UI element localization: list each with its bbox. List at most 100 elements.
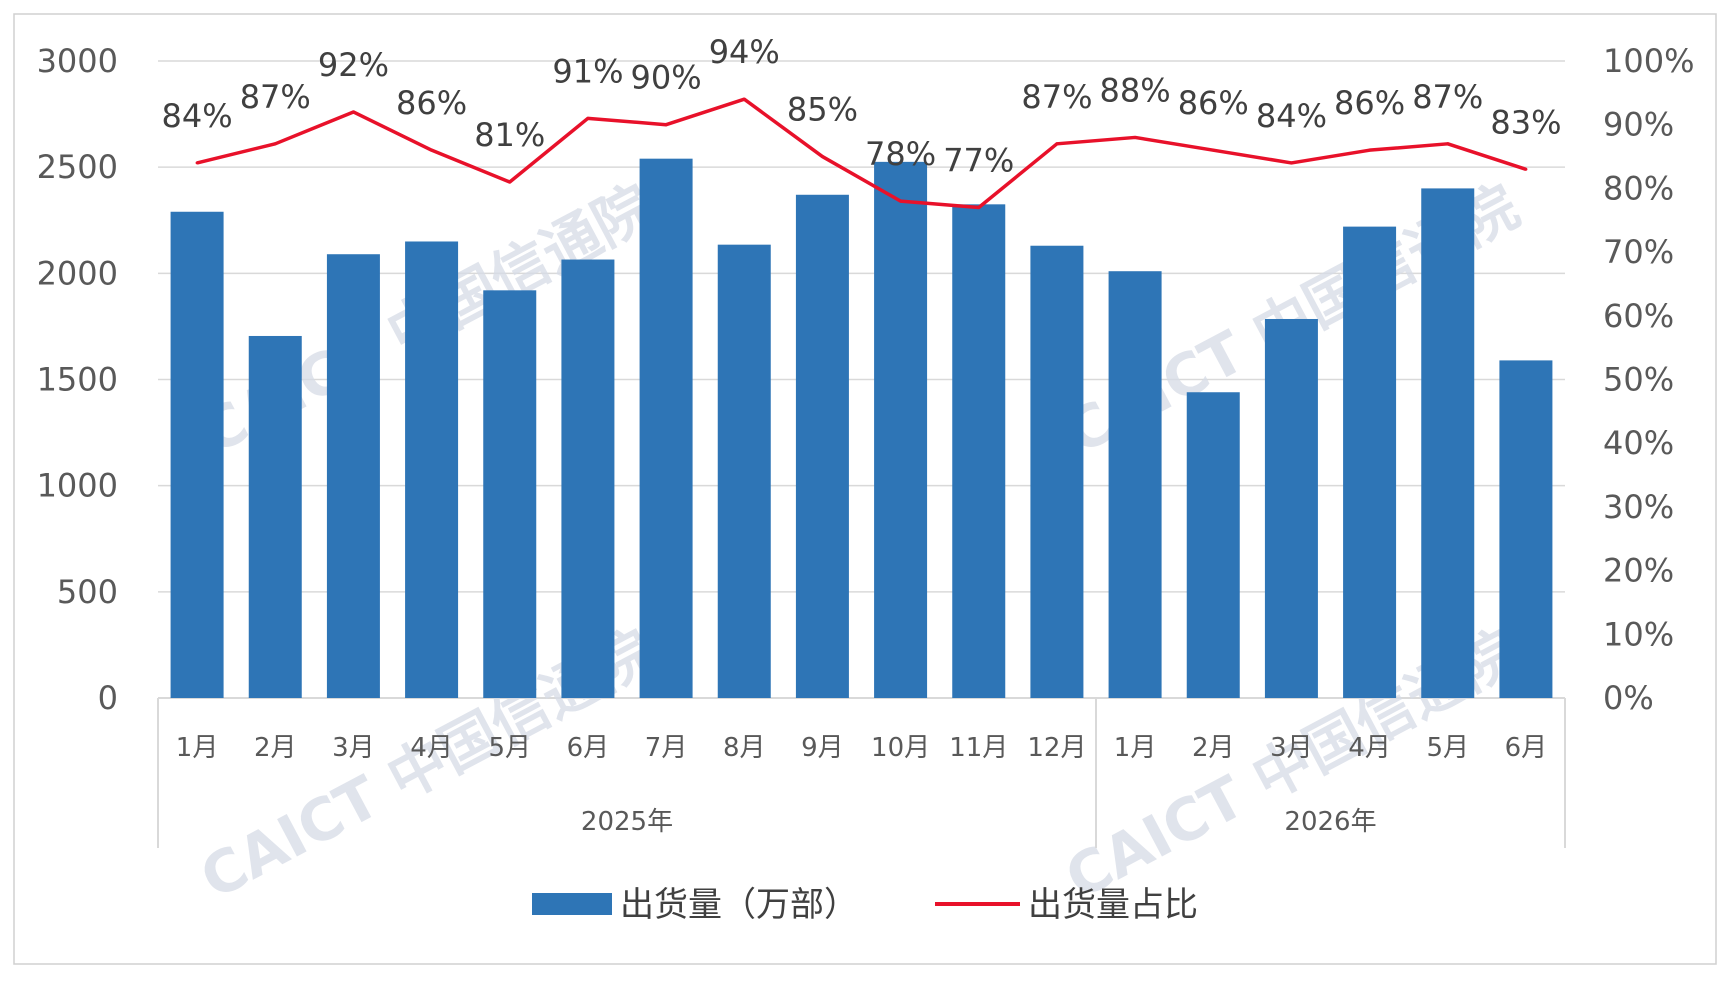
percent-label: 87% (1021, 78, 1092, 116)
bar (1264, 318, 1318, 698)
y-right-tick-label: 100% (1603, 42, 1694, 80)
x-tick-label: 6月 (1505, 733, 1548, 763)
bar (1186, 392, 1240, 698)
line-point (1524, 167, 1528, 171)
x-tick-label: 11月 (949, 733, 1008, 763)
legend-line-label: 出货量占比 (1028, 885, 1198, 925)
bar (717, 244, 771, 698)
bar (1499, 360, 1553, 698)
percent-label: 86% (1334, 84, 1405, 122)
bar (795, 194, 849, 698)
bar (1108, 271, 1162, 698)
bar (874, 161, 928, 698)
line-point (273, 142, 277, 146)
bar (483, 290, 537, 698)
percent-label: 84% (1256, 97, 1327, 135)
percent-label: 91% (552, 52, 623, 90)
y-right-tick-label: 0% (1603, 679, 1654, 717)
share-line (196, 97, 1527, 210)
y-right-tick-label: 20% (1603, 552, 1674, 590)
percent-label: 87% (1412, 78, 1483, 116)
bar (1030, 245, 1084, 699)
bar (639, 158, 693, 698)
y-right-tick-label: 50% (1603, 361, 1674, 399)
percent-label: 92% (318, 46, 389, 84)
y-right-tick-label: 60% (1603, 297, 1674, 335)
bar (405, 241, 459, 698)
line-point (351, 110, 355, 114)
x-tick-label: 9月 (801, 733, 844, 763)
y-right-tick-label: 80% (1603, 169, 1674, 207)
y-left-tick-label: 500 (57, 573, 118, 611)
x-tick-label: 3月 (332, 733, 375, 763)
bar (952, 204, 1006, 698)
legend: 出货量（万部） 出货量占比 (532, 885, 1198, 925)
x-axis: 1月 2月 3月 4月 5月 6月 7月 8月 9月 10月 11月 12月 1月 2月 3月 4月 5月 6月 2… (157, 698, 1566, 848)
x-tick-label: 5月 (488, 733, 531, 763)
y-right-tick-label: 40% (1603, 424, 1674, 462)
percent-label: 87% (240, 78, 311, 116)
y-left-tick-label: 3000 (37, 42, 118, 80)
line-point (1055, 142, 1059, 146)
percent-label: 77% (943, 142, 1014, 180)
percent-label: 90% (631, 59, 702, 97)
line-point (664, 123, 668, 127)
x-tick-label: 6月 (567, 733, 610, 763)
x-tick-label: 1月 (176, 733, 219, 763)
x-tick-label: 3月 (1270, 733, 1313, 763)
y-right-tick-label: 90% (1603, 106, 1674, 144)
line-point (977, 206, 981, 210)
left-axis: 0 500 1000 1500 2000 2500 3000 (37, 42, 118, 717)
line-point (1446, 142, 1450, 146)
bar-series (170, 158, 1553, 699)
x-tick-label: 4月 (1348, 733, 1391, 763)
line-point (1211, 148, 1215, 152)
y-left-tick-label: 2500 (37, 148, 118, 186)
line-point (508, 180, 512, 184)
percent-label: 86% (396, 84, 467, 122)
percent-label: 78% (865, 135, 936, 173)
y-right-tick-label: 10% (1603, 615, 1674, 653)
x-tick-label: 7月 (645, 733, 688, 763)
x-tick-label: 12月 (1027, 733, 1086, 763)
gridlines (158, 60, 1565, 699)
line-point (899, 199, 903, 203)
x-tick-label: 10月 (871, 733, 930, 763)
line-point (195, 161, 199, 165)
legend-bar-swatch (532, 893, 612, 915)
bar (170, 211, 224, 699)
x-tick-label: 4月 (410, 733, 453, 763)
bar (248, 335, 302, 698)
percent-label: 86% (1178, 84, 1249, 122)
bar (1343, 226, 1397, 698)
percent-label: 83% (1490, 103, 1561, 141)
line-point (430, 148, 434, 152)
line-series (195, 97, 1528, 210)
percent-label: 84% (162, 97, 233, 135)
bar (1421, 188, 1475, 698)
line-point (1133, 135, 1137, 139)
y-right-tick-label: 70% (1603, 233, 1674, 271)
percent-label: 85% (787, 91, 858, 129)
x-tick-label: 2月 (1192, 733, 1235, 763)
x-tick-label: 2月 (254, 733, 297, 763)
percent-label: 81% (474, 116, 545, 154)
y-left-tick-label: 0 (98, 679, 118, 717)
bar (561, 259, 615, 698)
line-point (1289, 161, 1293, 165)
y-left-tick-label: 2000 (37, 254, 118, 292)
bar (326, 254, 380, 698)
line-point (586, 116, 590, 120)
legend-bar-label: 出货量（万部） (620, 885, 858, 925)
line-point (820, 155, 824, 159)
y-left-tick-label: 1000 (37, 467, 118, 505)
percent-label: 94% (709, 33, 780, 71)
y-right-tick-label: 30% (1603, 488, 1674, 526)
x-tick-label: 5月 (1426, 733, 1469, 763)
line-point (1368, 148, 1372, 152)
y-left-tick-label: 1500 (37, 361, 118, 399)
x-tick-label: 1月 (1114, 733, 1157, 763)
percent-label: 88% (1100, 71, 1171, 109)
